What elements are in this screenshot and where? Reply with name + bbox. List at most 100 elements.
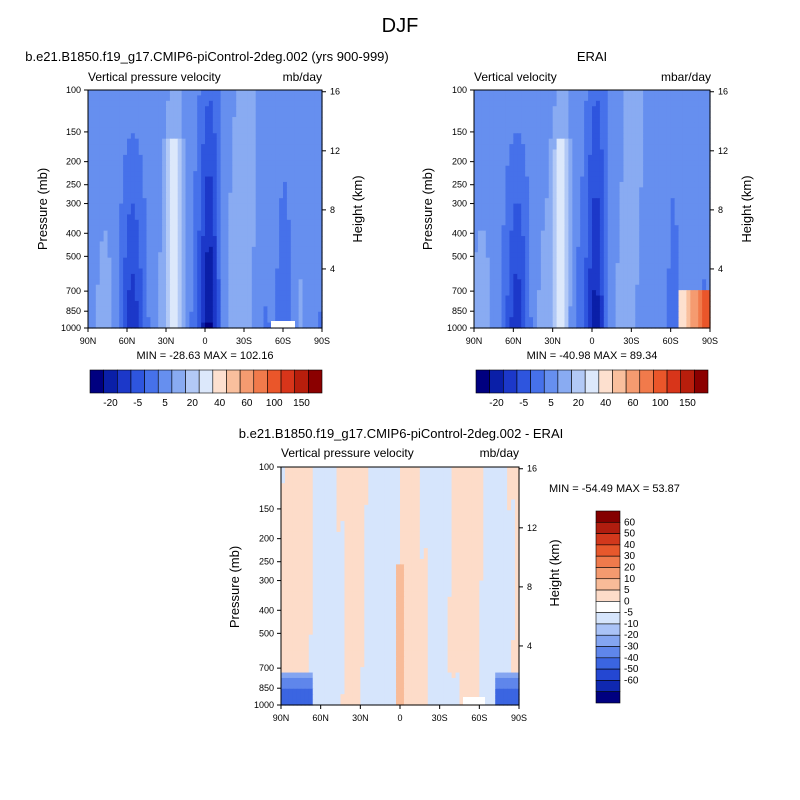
x-tick-label: 60N <box>312 713 329 723</box>
x-tick-label: 0 <box>202 336 207 346</box>
y-tick-label: 100 <box>66 85 81 95</box>
colorbar-label: 5 <box>162 398 168 409</box>
colorbar-box <box>595 510 621 523</box>
y-tick-label: 850 <box>259 683 274 693</box>
y-tick-label: 200 <box>452 157 467 167</box>
colorbar-label: 30 <box>624 551 636 562</box>
y-tick-label: 1000 <box>447 323 467 333</box>
panel-diff-title: b.e21.B1850.f19_g17.CMIP6-piControl-2deg… <box>239 426 563 441</box>
panel-obs-ylabel-right: Height (km) <box>739 175 754 242</box>
x-tick-label: 30N <box>352 713 369 723</box>
colorbar-label: 100 <box>652 398 669 409</box>
colorbar-box <box>666 369 682 394</box>
y-right-tick-label: 16 <box>527 464 537 474</box>
x-tick-label: 30S <box>623 336 639 346</box>
colorbar-box <box>516 369 531 394</box>
colorbar-label: -20 <box>489 398 504 409</box>
colorbar-box <box>144 369 159 394</box>
colorbar-box <box>157 369 173 394</box>
y-tick-label: 1000 <box>254 700 274 710</box>
panel-model-colorbar: -20 -5 5 20 40 60 100 150 <box>89 369 323 409</box>
y-right-tick-label: 16 <box>718 87 728 97</box>
colorbar-box <box>116 369 132 394</box>
y-tick-label: 150 <box>66 127 81 137</box>
y-tick-label: 850 <box>66 306 81 316</box>
panel-diff-field <box>281 467 520 706</box>
x-tick-label: 30N <box>544 336 561 346</box>
y-tick-label: 100 <box>452 85 467 95</box>
panel-model-stats: MIN = -28.63 MAX = 102.16 <box>137 350 274 362</box>
colorbar-box <box>185 369 200 394</box>
colorbar-box <box>584 369 600 394</box>
colorbar-label: 0 <box>624 596 630 607</box>
colorbar-box <box>502 369 518 394</box>
colorbar-label: 20 <box>187 398 199 409</box>
colorbar-box <box>595 578 621 591</box>
y-tick-label: 100 <box>259 462 274 472</box>
panel-diff-axes: 90N 60N 30N 0 30S 60S 90S 100 150 200 250 300 400 500… <box>254 462 537 723</box>
panel-obs: ERAI Vertical velocity mbar/day 90N 60N 30… <box>420 49 754 409</box>
y-right-tick-label: 12 <box>718 146 728 156</box>
colorbar-label: 5 <box>624 585 630 596</box>
y-tick-label: 400 <box>452 228 467 238</box>
colorbar-label: -40 <box>624 653 639 664</box>
colorbar-box <box>308 369 323 394</box>
panel-obs-left-label: Vertical velocity <box>474 70 557 84</box>
y-tick-label: 850 <box>452 306 467 316</box>
colorbar-box <box>694 369 709 394</box>
colorbar-label: 40 <box>600 398 612 409</box>
y-right-tick-label: 8 <box>527 582 532 592</box>
colorbar-box <box>103 369 118 394</box>
y-right-tick-label: 16 <box>330 87 340 97</box>
y-tick-label: 400 <box>259 605 274 615</box>
panel-model-left-label: Vertical pressure velocity <box>88 70 221 84</box>
colorbar-box <box>653 369 668 394</box>
y-tick-label: 200 <box>259 534 274 544</box>
colorbar-box <box>595 657 621 670</box>
y-tick-label: 300 <box>66 199 81 209</box>
colorbar-box <box>595 521 621 534</box>
colorbar-box <box>680 369 695 394</box>
y-tick-label: 250 <box>66 180 81 190</box>
y-tick-label: 700 <box>259 663 274 673</box>
colorbar-box <box>595 601 621 613</box>
colorbar-label: -60 <box>624 675 639 686</box>
colorbar-label: 50 <box>624 529 636 540</box>
y-tick-label: 300 <box>259 576 274 586</box>
colorbar-label: 100 <box>266 398 283 409</box>
colorbar-box <box>253 369 268 394</box>
colorbar-label: -5 <box>519 398 528 409</box>
x-tick-label: 90N <box>80 336 97 346</box>
x-tick-label: 30S <box>432 713 448 723</box>
colorbar-label: 150 <box>679 398 696 409</box>
colorbar-box <box>595 555 621 568</box>
colorbar-label: -50 <box>624 664 639 675</box>
colorbar-label: 60 <box>627 398 639 409</box>
y-tick-label: 250 <box>259 557 274 567</box>
colorbar-box <box>171 369 186 394</box>
y-right-tick-label: 4 <box>330 264 335 274</box>
panel-model-right-label: mb/day <box>283 70 322 84</box>
panel-obs-stats: MIN = -40.98 MAX = 89.34 <box>527 350 658 362</box>
colorbar-box <box>595 634 621 647</box>
panel-diff-ylabel: Pressure (mb) <box>227 546 242 628</box>
colorbar-box <box>212 369 227 394</box>
colorbar-box <box>130 369 145 394</box>
x-tick-label: 90S <box>702 336 718 346</box>
colorbar-box <box>226 369 241 394</box>
colorbar-box <box>595 680 621 692</box>
y-tick-label: 700 <box>452 286 467 296</box>
y-right-tick-label: 8 <box>718 205 723 215</box>
colorbar-box <box>595 544 621 557</box>
y-tick-label: 200 <box>66 157 81 167</box>
colorbar-box <box>625 369 641 394</box>
x-tick-label: 90S <box>511 713 527 723</box>
x-tick-label: 60N <box>119 336 136 346</box>
colorbar-box <box>595 623 621 636</box>
colorbar-box <box>543 369 559 394</box>
x-tick-label: 30S <box>236 336 252 346</box>
colorbar-box <box>89 369 104 394</box>
panel-diff-ylabel-right: Height (km) <box>547 539 562 606</box>
